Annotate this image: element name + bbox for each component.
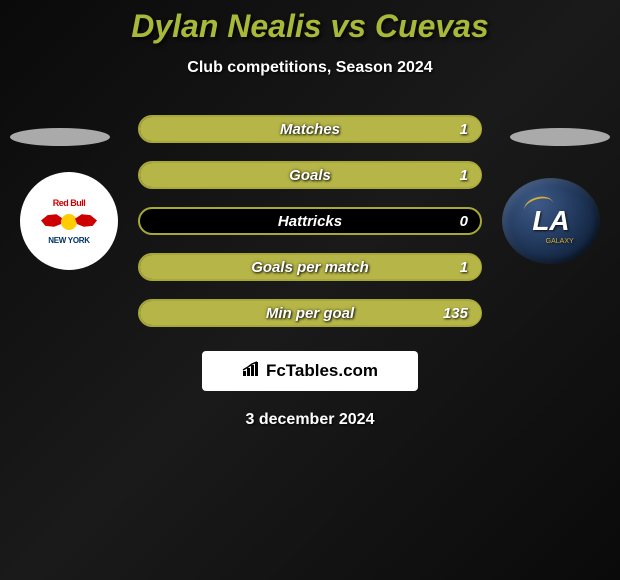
stat-row-hattricks: Hattricks 0 — [138, 207, 482, 235]
subtitle: Club competitions, Season 2024 — [0, 59, 620, 77]
stat-row-gpm: Goals per match 1 — [138, 253, 482, 281]
stat-label: Goals per match — [251, 259, 369, 276]
stat-value: 0 — [460, 213, 468, 230]
date-text: 3 december 2024 — [0, 411, 620, 429]
redbull-bulls-icon — [39, 210, 99, 234]
watermark-text: FcTables.com — [266, 361, 378, 381]
stat-label: Goals — [289, 167, 331, 184]
stat-row-matches: Matches 1 — [138, 115, 482, 143]
right-player-ellipse — [510, 128, 610, 146]
stat-row-mpg: Min per goal 135 — [138, 299, 482, 327]
watermark-box: FcTables.com — [202, 351, 418, 391]
page-title: Dylan Nealis vs Cuevas — [0, 0, 620, 45]
stat-row-goals: Goals 1 — [138, 161, 482, 189]
la-galaxy-logo: LA GALAXY — [532, 205, 569, 237]
left-player-ellipse — [10, 128, 110, 146]
redbull-top-text: Red Bull — [53, 198, 86, 208]
stat-label: Hattricks — [278, 213, 342, 230]
stat-label: Min per goal — [266, 305, 354, 322]
stat-value: 135 — [443, 305, 468, 322]
right-team-badge: LA GALAXY — [502, 178, 600, 264]
left-team-badge: Red Bull NEW YORK — [20, 172, 118, 270]
stat-value: 1 — [460, 167, 468, 184]
stat-value: 1 — [460, 121, 468, 138]
redbull-logo: Red Bull NEW YORK — [39, 198, 99, 245]
stat-label: Matches — [280, 121, 340, 138]
chart-icon — [242, 361, 262, 382]
la-galaxy-sub: GALAXY — [546, 238, 574, 245]
stat-value: 1 — [460, 259, 468, 276]
redbull-bottom-text: NEW YORK — [48, 236, 89, 245]
